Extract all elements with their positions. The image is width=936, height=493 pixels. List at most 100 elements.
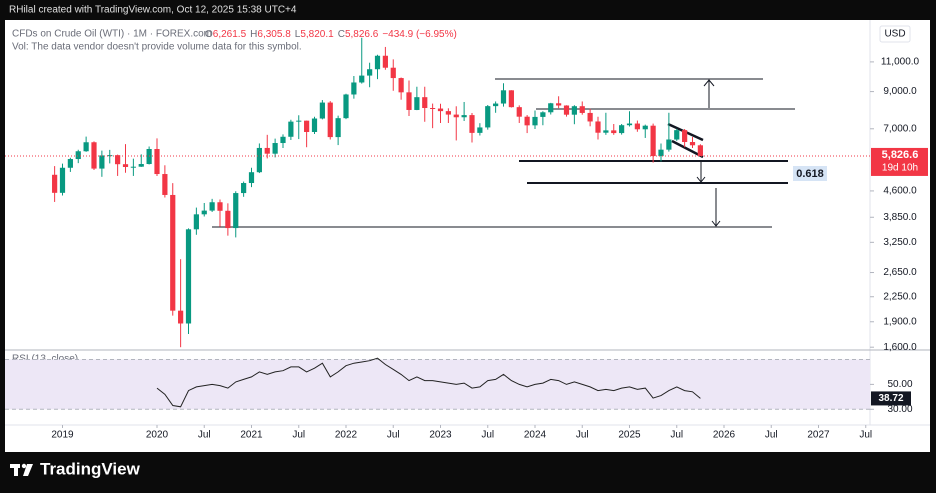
arrow-head bbox=[711, 220, 721, 227]
ohlc-key: L bbox=[295, 29, 301, 40]
candle-body bbox=[689, 142, 696, 146]
rsi-title: RSI (13, close) bbox=[12, 354, 78, 365]
candle-body bbox=[193, 214, 199, 230]
candle-body bbox=[682, 130, 688, 143]
fib-label-box bbox=[793, 166, 827, 181]
x-tick-label: Jul bbox=[292, 430, 305, 441]
y-tick-label: 1,900.0 bbox=[883, 316, 917, 327]
rsi-last-label: 38.72 bbox=[878, 393, 903, 404]
ohlc-key: O bbox=[205, 29, 213, 40]
candle-body bbox=[162, 174, 168, 195]
y-tick-label: 30.00 bbox=[887, 404, 912, 415]
candle-body bbox=[437, 108, 444, 112]
x-tick-label: Jul bbox=[576, 430, 589, 441]
candle-body bbox=[59, 167, 66, 193]
candle-body bbox=[359, 75, 365, 83]
candle-body bbox=[532, 116, 538, 126]
candle-body bbox=[626, 123, 633, 126]
x-tick-label: 2020 bbox=[146, 430, 169, 441]
x-tick-label: Jul bbox=[859, 430, 872, 441]
arrow-head bbox=[696, 176, 706, 183]
candle-body bbox=[508, 90, 514, 108]
candle-body bbox=[382, 55, 388, 68]
candle-body bbox=[311, 118, 318, 132]
last-price-box bbox=[871, 147, 928, 176]
candle-body bbox=[642, 125, 648, 130]
candle-body bbox=[556, 103, 562, 106]
candle-body bbox=[170, 194, 176, 311]
candle-body bbox=[233, 193, 239, 229]
candle-body bbox=[264, 147, 270, 154]
x-tick-label: 2023 bbox=[429, 430, 452, 441]
x-tick-label: 2021 bbox=[240, 430, 263, 441]
candle-body bbox=[335, 118, 341, 138]
candle-body bbox=[453, 114, 459, 118]
candle-body bbox=[272, 143, 278, 154]
candle-body bbox=[619, 125, 625, 134]
candle-body bbox=[83, 142, 89, 152]
candle-body bbox=[122, 164, 129, 167]
logo-part bbox=[23, 464, 33, 476]
x-tick-label: 2027 bbox=[807, 430, 830, 441]
candle-body bbox=[398, 78, 404, 93]
candle-body bbox=[115, 155, 121, 165]
y-tick-label: 4,600.0 bbox=[883, 186, 917, 197]
candle-body bbox=[319, 102, 325, 119]
candle-body bbox=[595, 121, 601, 133]
candle-body bbox=[674, 130, 680, 140]
brand-logo bbox=[10, 463, 33, 476]
ohlc-value: 6,305.8 bbox=[257, 29, 291, 40]
candle-body bbox=[634, 123, 640, 130]
candle-body bbox=[201, 210, 207, 215]
x-tick-label: Jul bbox=[670, 430, 683, 441]
change: −434.9 (−6.95%) bbox=[382, 29, 457, 40]
candle-body bbox=[430, 108, 436, 110]
rsi-band bbox=[5, 359, 870, 410]
candle-body bbox=[524, 116, 530, 126]
candle-body bbox=[477, 127, 483, 133]
candle-body bbox=[406, 92, 412, 110]
y-tick-label: 3,850.0 bbox=[883, 212, 917, 223]
y-tick-label: 9,000.0 bbox=[883, 86, 917, 97]
candle-body bbox=[658, 149, 664, 157]
ohlc-value: 5,826.6 bbox=[345, 29, 379, 40]
candle-body bbox=[351, 82, 357, 95]
candle-body bbox=[52, 174, 58, 193]
candle-body bbox=[374, 55, 381, 70]
candle-body bbox=[67, 159, 73, 168]
candle-body bbox=[548, 103, 554, 113]
x-tick-label: Jul bbox=[481, 430, 494, 441]
candle-body bbox=[603, 130, 609, 133]
brand: TradingView bbox=[40, 459, 141, 478]
candle-body bbox=[571, 106, 577, 115]
y-tick-label: 7,000.0 bbox=[883, 123, 917, 134]
candle-body bbox=[225, 210, 231, 229]
ohlc-key: C bbox=[338, 29, 345, 40]
y-tick-label: 1,600.0 bbox=[883, 342, 917, 353]
volume-note: Vol: The data vendor doesn't provide vol… bbox=[12, 42, 302, 53]
ohlc-key: H bbox=[250, 29, 257, 40]
ohlc-value: 6,261.5 bbox=[213, 29, 247, 40]
y-tick-label: 11,000.0 bbox=[881, 57, 920, 68]
candle-body bbox=[304, 120, 310, 132]
candle-body bbox=[248, 172, 255, 184]
y-tick-label: 3,250.0 bbox=[883, 237, 917, 248]
candle-body bbox=[563, 105, 570, 115]
candle-body bbox=[367, 69, 373, 76]
x-tick-label: 2022 bbox=[335, 430, 358, 441]
logo-part bbox=[21, 463, 27, 469]
x-tick-label: Jul bbox=[765, 430, 778, 441]
x-tick-label: 2025 bbox=[618, 430, 641, 441]
candle-body bbox=[296, 120, 302, 122]
x-tick-label: 2026 bbox=[713, 430, 736, 441]
candle-body bbox=[91, 142, 97, 169]
currency-box[interactable] bbox=[879, 25, 911, 43]
candle-body bbox=[579, 106, 585, 113]
logo-part bbox=[14, 464, 18, 476]
candle-body bbox=[241, 183, 247, 194]
candle-body bbox=[343, 94, 349, 119]
candle-body bbox=[178, 310, 184, 324]
candle-body bbox=[280, 136, 286, 144]
x-tick-label: Jul bbox=[198, 430, 211, 441]
candle-body bbox=[75, 151, 81, 160]
